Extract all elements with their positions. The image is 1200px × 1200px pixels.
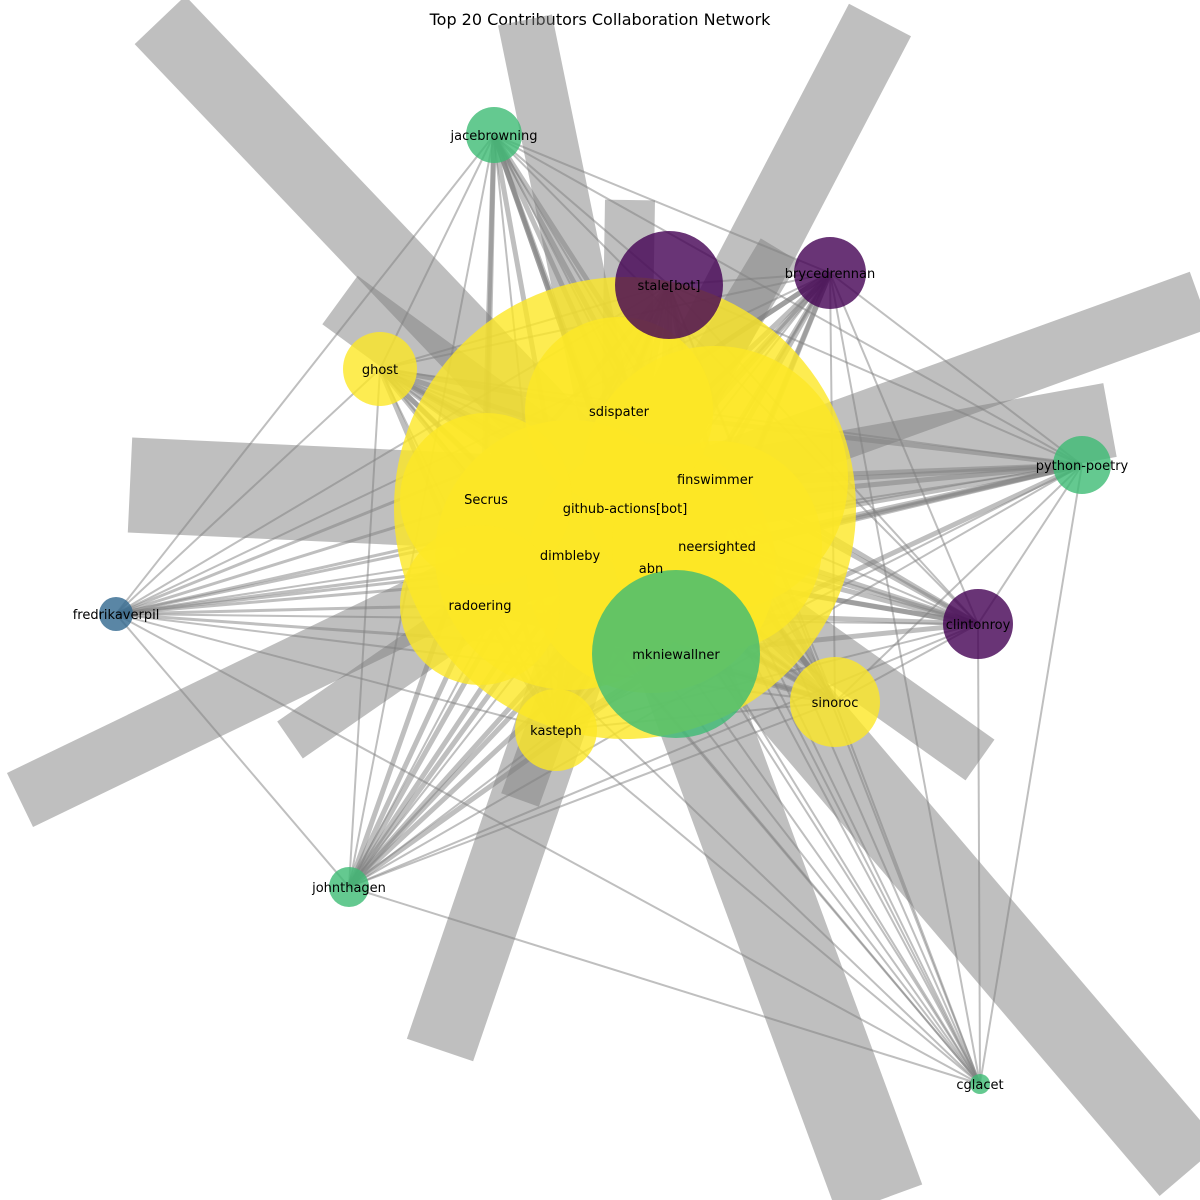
node-label: sdispater [589,405,650,420]
node-brycedrennan [794,237,866,309]
node-label: clintonroy [946,618,1011,633]
edge [555,729,981,1085]
edge [977,623,981,1085]
edge [115,613,981,1085]
edge [115,613,350,888]
node-label: Secrus [464,493,508,508]
edge [829,272,1083,466]
edge [115,368,381,615]
node-sdispater [525,317,713,505]
node-label: finswimmer [677,473,754,488]
node-label: jacebrowning [450,129,538,144]
node-radoering [400,525,560,685]
edge [348,886,981,1085]
edge [493,134,1083,466]
edge [829,272,981,1085]
node-label: python-poetry [1036,459,1129,474]
node-label: ghost [362,363,398,378]
node-ghost [343,332,417,406]
node-label: radoering [449,599,512,614]
node-layer [99,107,1111,1094]
label-layer: github-actions[bot] sdispater finswimmer ne… [73,129,1129,1093]
edge [348,623,979,888]
node-kasteph [515,689,597,771]
node-label: abn [639,562,663,577]
node-label: brycedrennan [785,267,875,282]
edge [379,134,495,370]
edge [348,729,557,888]
node-label: stale[bot] [638,279,701,294]
edge [348,368,381,888]
edge [834,464,1083,703]
node-label: fredrikaverpil [73,608,160,623]
edge [115,134,495,615]
edge [493,134,831,274]
node-label: cglacet [956,1078,1003,1093]
node-label: johnthagen [311,881,386,896]
node-cglacet [970,1074,990,1094]
node-label: dimbleby [540,549,601,564]
node-python-poetry [1053,436,1111,494]
node-sinoroc [790,657,880,747]
node-label: github-actions[bot] [563,502,688,517]
edge [829,272,979,625]
node-fredrikaverpil [99,597,133,631]
node-label: mkniewallner [632,648,720,663]
node-mkniewallner [592,570,760,738]
edge [834,701,981,1085]
node-label: kasteph [530,724,582,739]
node-stale-bot- [615,231,723,339]
node-jacebrowning [466,107,522,163]
node-johnthagen [329,867,369,907]
node-label: neersighted [678,540,756,555]
edge [348,701,836,888]
edge [115,613,557,731]
node-clintonroy [943,589,1013,659]
edge [979,464,1083,1085]
edge [675,653,981,1085]
node-label: sinoroc [812,696,859,711]
